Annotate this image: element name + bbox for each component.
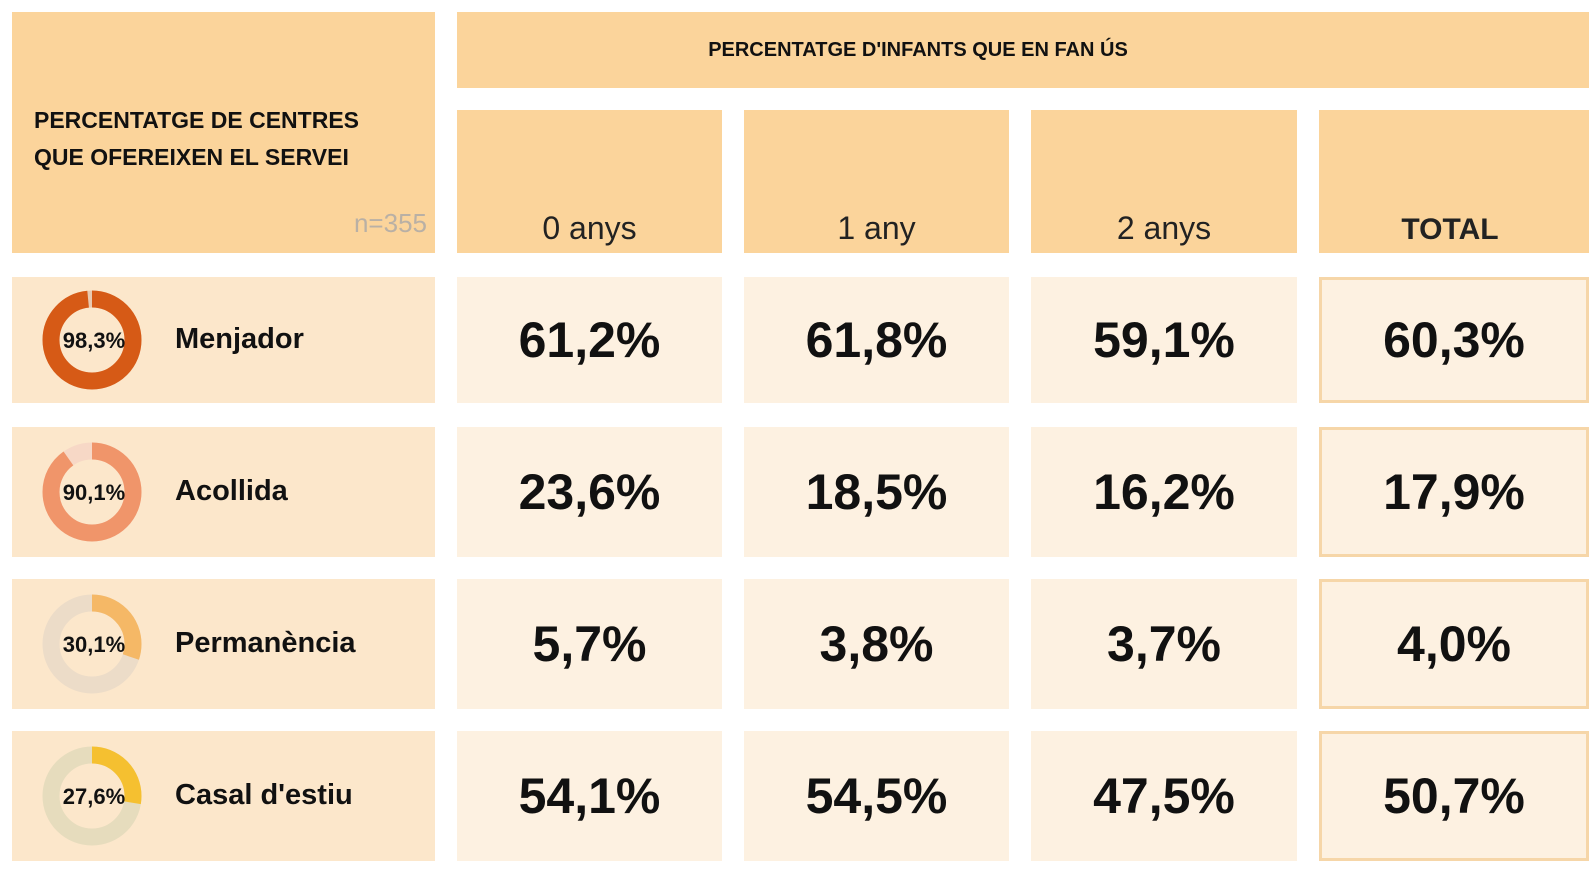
value-cell: 54,1% — [457, 731, 722, 861]
left-header: PERCENTATGE DE CENTRES QUE OFEREIXEN EL … — [12, 12, 435, 253]
value-cell: 18,5% — [744, 427, 1009, 557]
column-label: 0 anys — [542, 210, 637, 246]
value-cell: 60,3% — [1319, 277, 1589, 403]
service-cell: 98,3% Menjador — [12, 277, 435, 403]
service-name: Acollida — [175, 475, 288, 507]
service-cell: 30,1% Permanència — [12, 579, 435, 709]
column-header: 0 anys — [457, 110, 722, 253]
column-label: TOTAL — [1401, 213, 1499, 246]
top-header-title: PERCENTATGE D'INFANTS QUE EN FAN ÚS — [708, 38, 1128, 61]
donut-arc — [42, 290, 142, 390]
title-line: QUE OFEREIXEN EL SERVEI — [34, 144, 349, 170]
donut: 30,1% — [42, 594, 142, 694]
value-cell: 16,2% — [1031, 427, 1297, 557]
donut-label: 98,3% — [63, 328, 125, 353]
column-label: 2 anys — [1116, 210, 1212, 246]
donut-arc — [42, 746, 142, 846]
donut-arc — [42, 442, 142, 542]
value-cell: 54,5% — [744, 731, 1009, 861]
value-cell: 3,8% — [744, 579, 1009, 709]
value-cell: 23,6% — [457, 427, 722, 557]
value-cell: 47,5% — [1031, 731, 1297, 861]
donut-label: 30,1% — [63, 632, 125, 657]
column-label: 1 any — [837, 210, 916, 246]
column-header: 2 anys — [1031, 110, 1297, 253]
value-cell: 61,2% — [457, 277, 722, 403]
service-name: Casal d'estiu — [175, 779, 353, 811]
service-cell: 27,6% Casal d'estiu — [12, 731, 435, 861]
value-cell: 59,1% — [1031, 277, 1297, 403]
sample-note: n=355 — [353, 208, 427, 238]
title-line: PERCENTATGE DE CENTRES — [34, 107, 360, 133]
donut: 98,3% — [42, 290, 142, 390]
value-cell: 4,0% — [1319, 579, 1589, 709]
left-header-title: PERCENTATGE DE CENTRES QUE OFEREIXEN EL … — [34, 102, 359, 176]
donut-label: 90,1% — [63, 480, 125, 505]
donut: 90,1% — [42, 442, 142, 542]
value-cell: 5,7% — [457, 579, 722, 709]
column-header: 1 any — [744, 110, 1009, 253]
top-header: PERCENTATGE D'INFANTS QUE EN FAN ÚS — [457, 12, 1589, 88]
service-name: Permanència — [175, 627, 356, 659]
value-cell: 17,9% — [1319, 427, 1589, 557]
value-cell: 3,7% — [1031, 579, 1297, 709]
service-cell: 90,1% Acollida — [12, 427, 435, 557]
service-name: Menjador — [175, 323, 304, 355]
column-header: TOTAL — [1319, 110, 1589, 253]
donut: 27,6% — [42, 746, 142, 846]
donut-arc — [42, 594, 142, 694]
donut-label: 27,6% — [63, 784, 125, 809]
value-cell: 61,8% — [744, 277, 1009, 403]
value-cell: 50,7% — [1319, 731, 1589, 861]
